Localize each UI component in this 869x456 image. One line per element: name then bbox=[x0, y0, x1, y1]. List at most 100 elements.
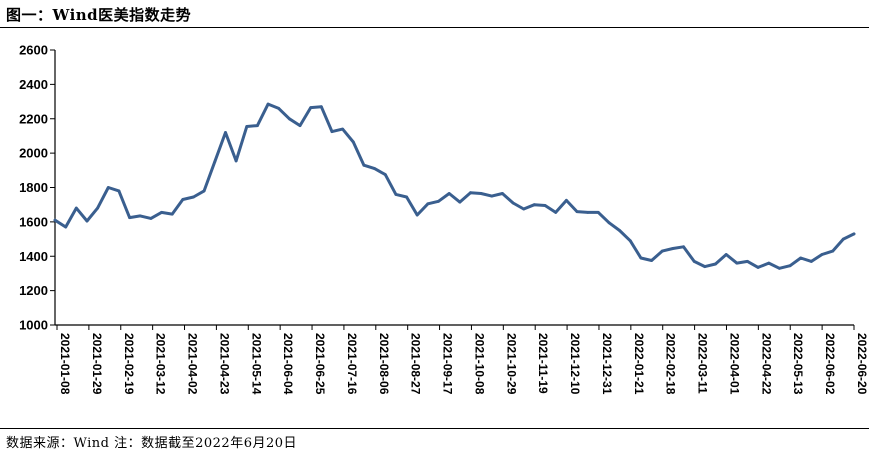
data-point bbox=[160, 211, 163, 214]
data-point bbox=[575, 210, 579, 214]
data-point bbox=[192, 195, 195, 199]
x-tick-label: 2021-08-27 bbox=[409, 333, 423, 395]
data-point bbox=[522, 207, 526, 211]
y-tick-label: 2200 bbox=[19, 111, 48, 126]
data-point bbox=[479, 192, 483, 195]
y-tick-label: 1200 bbox=[19, 283, 48, 298]
data-point bbox=[724, 253, 728, 256]
data-point bbox=[490, 194, 494, 198]
y-tick-label: 1600 bbox=[19, 214, 48, 229]
y-tick-label: 1400 bbox=[19, 249, 48, 264]
data-point bbox=[277, 107, 281, 110]
data-point bbox=[554, 211, 558, 214]
data-point bbox=[256, 124, 259, 127]
y-tick-label: 2600 bbox=[19, 43, 48, 58]
data-point bbox=[373, 167, 376, 171]
data-point bbox=[202, 189, 206, 193]
data-point bbox=[319, 105, 323, 109]
y-axis: 1000 1200 1400 1600 1800 2000 2200 2400 2600 bbox=[19, 43, 56, 333]
data-point bbox=[746, 260, 749, 263]
x-tick-label: 2022-06-02 bbox=[823, 333, 837, 395]
data-point bbox=[682, 245, 685, 249]
data-point bbox=[309, 106, 313, 109]
data-point bbox=[426, 202, 430, 206]
data-point bbox=[245, 125, 249, 128]
data-point bbox=[53, 218, 57, 222]
data-point bbox=[586, 211, 590, 214]
data-point bbox=[565, 199, 568, 202]
data-point bbox=[533, 203, 536, 207]
data-point bbox=[852, 232, 856, 236]
data-point bbox=[458, 200, 462, 204]
bottom-rule bbox=[0, 428, 869, 429]
data-point bbox=[394, 193, 398, 196]
data-point bbox=[128, 216, 132, 220]
data-point bbox=[64, 225, 68, 229]
data-point bbox=[447, 192, 451, 195]
x-tick-label: 2021-08-06 bbox=[377, 333, 391, 395]
data-point bbox=[735, 261, 739, 265]
data-point bbox=[618, 229, 621, 232]
data-point bbox=[437, 199, 440, 203]
data-point bbox=[501, 192, 504, 195]
series-group bbox=[53, 102, 856, 270]
data-point bbox=[810, 260, 813, 263]
x-tick-label: 2022-06-20 bbox=[855, 333, 869, 395]
data-point bbox=[405, 195, 408, 199]
data-point bbox=[607, 221, 611, 225]
data-point bbox=[96, 206, 99, 210]
x-tick-label: 2021-09-17 bbox=[441, 333, 455, 395]
data-point bbox=[74, 206, 78, 210]
data-point bbox=[756, 266, 760, 269]
x-tick-label: 2022-05-13 bbox=[791, 333, 805, 395]
data-point bbox=[650, 259, 653, 262]
data-point bbox=[170, 212, 174, 216]
x-axis: 2021-01-08 2021-01-29 2021-02-19 2021-03-12… bbox=[55, 324, 869, 395]
data-point bbox=[469, 191, 472, 195]
data-point bbox=[660, 249, 664, 253]
x-tick-label: 2021-01-29 bbox=[90, 333, 104, 395]
data-point bbox=[639, 256, 643, 260]
x-tick-label: 2021-04-23 bbox=[217, 333, 231, 395]
top-rule bbox=[0, 27, 869, 28]
y-tick-label: 1000 bbox=[19, 318, 48, 333]
x-tick-label: 2021-12-31 bbox=[600, 333, 614, 395]
figure-title: 图一：Wind医美指数走势 bbox=[6, 6, 192, 24]
x-tick-label: 2022-04-01 bbox=[727, 333, 741, 395]
x-tick-label: 2022-03-11 bbox=[696, 333, 710, 394]
data-point bbox=[596, 211, 600, 214]
data-point bbox=[266, 102, 270, 106]
x-tick-label: 2021-04-02 bbox=[186, 333, 200, 395]
data-point bbox=[628, 239, 632, 243]
data-point bbox=[85, 219, 89, 223]
data-point bbox=[362, 163, 366, 167]
data-point bbox=[117, 189, 121, 193]
x-tick-label: 2021-12-10 bbox=[568, 333, 582, 395]
x-tick-label: 2021-02-19 bbox=[122, 333, 136, 395]
data-point bbox=[831, 249, 835, 253]
source-note: 数据来源：Wind 注：数据截至2022年6月20日 bbox=[6, 436, 298, 451]
data-point bbox=[788, 264, 792, 268]
data-point bbox=[841, 237, 845, 241]
data-point bbox=[799, 256, 803, 260]
x-tick-label: 2022-01-21 bbox=[632, 333, 646, 395]
y-tick-label: 1800 bbox=[19, 180, 48, 195]
y-tick-label: 2000 bbox=[19, 146, 48, 161]
data-point bbox=[181, 198, 185, 201]
x-tick-label: 2021-10-29 bbox=[504, 333, 518, 395]
data-point bbox=[288, 117, 291, 121]
data-point bbox=[106, 186, 110, 189]
data-point bbox=[415, 213, 419, 217]
data-point bbox=[692, 260, 696, 263]
data-point bbox=[213, 160, 217, 164]
data-point bbox=[341, 127, 344, 131]
x-tick-label: 2021-10-08 bbox=[472, 333, 486, 395]
x-tick-label: 2022-02-18 bbox=[664, 333, 678, 395]
data-point bbox=[234, 159, 238, 163]
data-point bbox=[820, 253, 824, 256]
y-tick-label: 2400 bbox=[19, 77, 48, 92]
data-point bbox=[511, 201, 515, 205]
x-tick-label: 2021-06-25 bbox=[313, 333, 327, 395]
line-chart: 1000 1200 1400 1600 1800 2000 2200 2400 2600 202… bbox=[19, 43, 869, 395]
data-point bbox=[351, 140, 355, 144]
